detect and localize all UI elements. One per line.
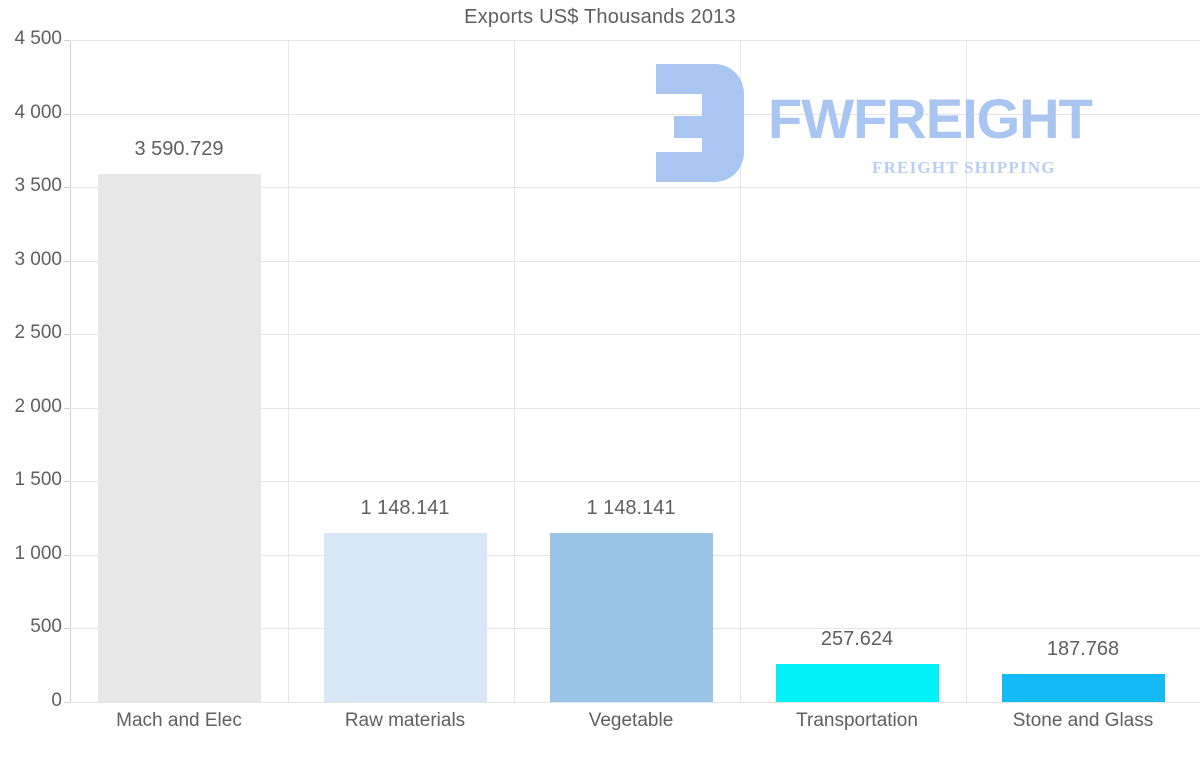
bar-value-label: 1 148.141 (586, 497, 676, 519)
y-axis-tick-label: 3 000 (14, 248, 62, 270)
chart-title: Exports US$ Thousands 2013 (464, 6, 736, 28)
y-axis-tick-label: 3 500 (14, 175, 62, 197)
y-axis-tick-mark (64, 113, 70, 115)
bar-value-label: 1 148.141 (360, 497, 450, 519)
bar[interactable] (550, 533, 713, 702)
y-axis-tick-mark (64, 407, 70, 409)
y-axis-tick-label: 2 500 (14, 322, 62, 344)
gridline-vertical (288, 40, 289, 702)
x-axis-tick-label: Raw materials (344, 710, 466, 731)
y-axis-tick-mark (64, 702, 70, 703)
bar[interactable] (324, 533, 487, 702)
y-axis-tick-mark (64, 628, 70, 630)
y-axis-tick-label: 1 000 (14, 542, 62, 564)
x-axis-tick-label: Vegetable (588, 710, 674, 731)
gridline-vertical (514, 40, 515, 702)
bar[interactable] (1002, 674, 1165, 702)
gridline-vertical (740, 40, 741, 702)
y-axis-tick-mark (64, 554, 70, 556)
y-axis-tick-mark (64, 481, 70, 483)
gridline-vertical (966, 40, 967, 702)
y-axis-tick-label: 4 500 (14, 28, 62, 49)
plot-area: 3 590.729 1 148.141 1 148.141 257.624 187.76… (70, 40, 1200, 703)
y-axis-tick-mark (64, 260, 70, 262)
y-axis-tick-label: 500 (30, 616, 62, 638)
bar[interactable] (98, 174, 261, 702)
bar[interactable] (776, 664, 939, 702)
gridline-horizontal (70, 702, 1200, 703)
gridline-horizontal (70, 40, 1200, 41)
x-axis-tick-label: Mach and Elec (116, 710, 242, 731)
y-axis-tick-mark (64, 187, 70, 189)
y-axis-tick-mark (64, 334, 70, 336)
gridline-horizontal (70, 408, 1200, 409)
y-axis-tick-mark (64, 40, 70, 41)
y-axis-tick-label: 0 (51, 690, 62, 711)
y-axis-tick-label: 4 000 (14, 101, 62, 123)
y-axis-line (70, 40, 71, 703)
x-axis-tick-label: Transportation (796, 710, 918, 731)
gridline-horizontal (70, 187, 1200, 188)
x-axis-tick-label: Stone and Glass (1012, 710, 1154, 731)
bar-value-label: 3 590.729 (134, 138, 224, 160)
gridline-horizontal (70, 481, 1200, 482)
bar-value-label: 187.768 (1046, 638, 1120, 660)
gridline-horizontal (70, 261, 1200, 262)
bar-value-label: 257.624 (820, 628, 894, 650)
y-axis-tick-label: 1 500 (14, 469, 62, 491)
y-axis-tick-label: 2 000 (14, 395, 62, 417)
gridline-horizontal (70, 114, 1200, 115)
gridline-horizontal (70, 334, 1200, 335)
